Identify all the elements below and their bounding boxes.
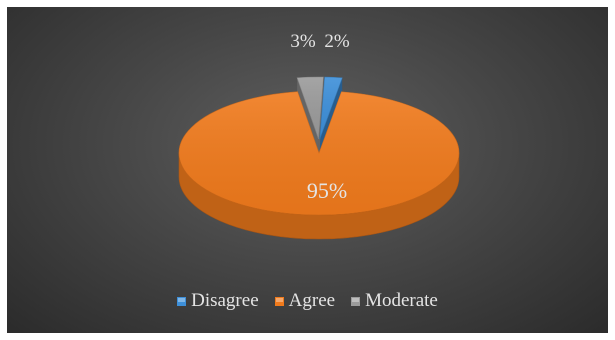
chart-area: 2% 95% 3% Disagree Agree Moderate xyxy=(7,7,608,333)
pie-slice-gloss-agree xyxy=(179,91,460,216)
data-label-disagree: 2% xyxy=(324,31,350,52)
pie-slice-gloss-moderate xyxy=(297,77,324,140)
legend-item-disagree: Disagree xyxy=(177,290,259,312)
legend-swatch-agree xyxy=(274,296,284,306)
data-label-agree: 95% xyxy=(307,178,347,203)
legend-item-agree: Agree xyxy=(274,290,336,312)
legend-label-disagree: Disagree xyxy=(191,290,259,311)
pie-slice-gloss-disagree xyxy=(319,77,343,140)
legend-swatch-disagree xyxy=(177,296,187,306)
legend-label-moderate: Moderate xyxy=(365,290,438,311)
legend-label-agree: Agree xyxy=(288,290,336,311)
pie-slice-wall-moderate-1 xyxy=(318,77,324,164)
data-label-moderate: 3% xyxy=(290,31,316,52)
pie-chart: 2% 95% 3% xyxy=(178,31,460,240)
legend: Disagree Agree Moderate xyxy=(7,290,608,312)
legend-swatch-moderate xyxy=(351,296,361,306)
legend-item-moderate: Moderate xyxy=(351,290,438,312)
